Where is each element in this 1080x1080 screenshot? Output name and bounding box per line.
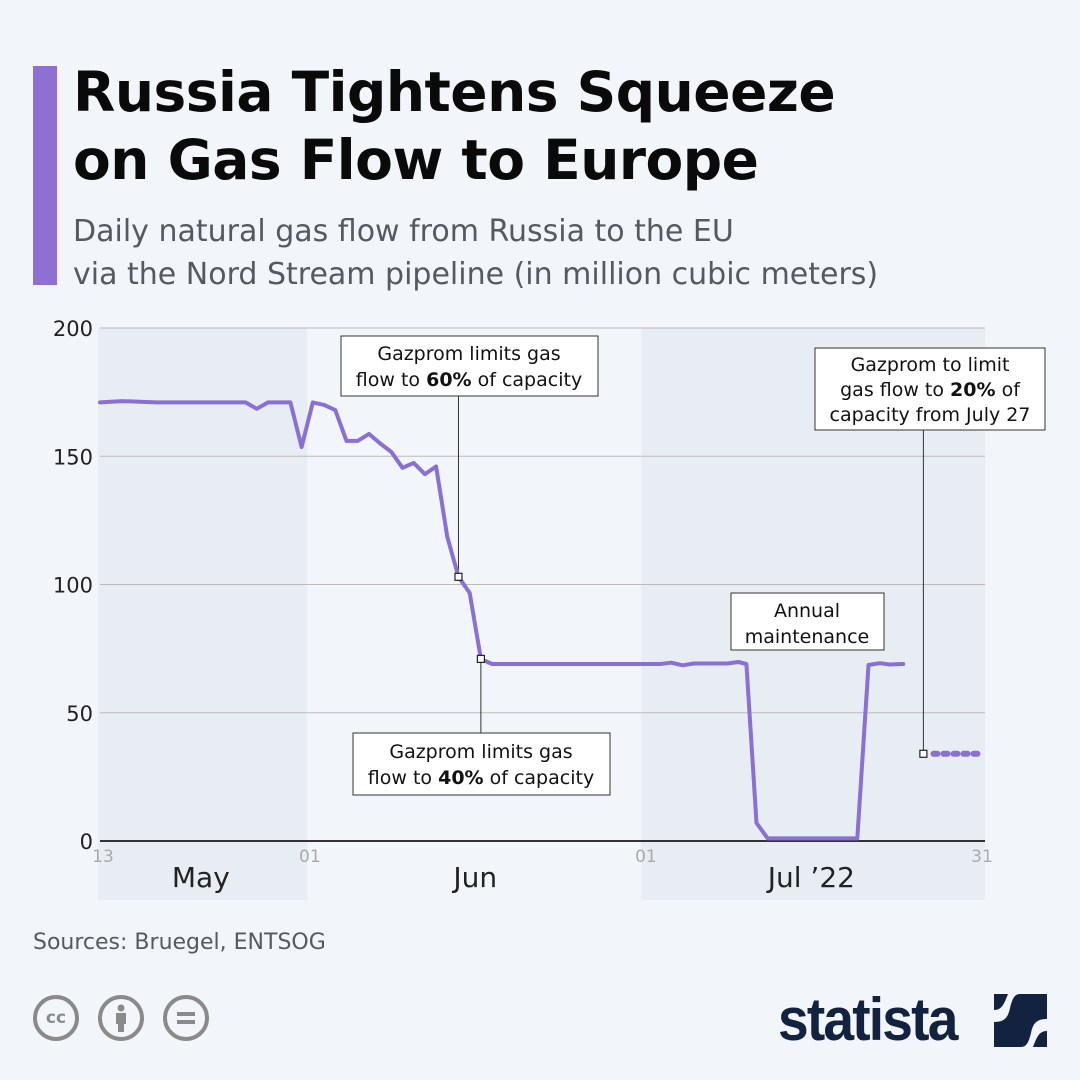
annotation-marker [454, 572, 463, 581]
annotation-marker [476, 654, 485, 663]
x-tick-label: 13 [92, 847, 114, 867]
cc-icon[interactable]: cc [33, 995, 79, 1041]
annotation-text: gas flow to 20% of [840, 379, 1021, 401]
annotation-text: flow to 40% of capacity [368, 767, 594, 789]
annotation-text: Gazprom limits gas [377, 343, 560, 365]
title-line-1: Russia Tightens Squeeze [73, 60, 836, 124]
annotation-forty: Gazprom limits gas flow to 40% of capaci… [352, 732, 611, 796]
month-label: May [172, 861, 230, 894]
statista-logo-mark [994, 994, 1047, 1047]
y-tick-label: 0 [80, 830, 93, 854]
annotation-text: Annual [774, 600, 840, 622]
annotation-text: Gazprom limits gas [389, 741, 572, 763]
annotation-text: maintenance [745, 626, 869, 648]
title-line-2: on Gas Flow to Europe [73, 128, 759, 192]
subtitle-line-2: via the Nord Stream pipeline (in million… [73, 257, 879, 292]
annotation-text: Gazprom to limit [851, 354, 1010, 376]
y-tick-label: 150 [53, 445, 93, 469]
sources: Sources: Bruegel, ENTSOG [33, 930, 326, 955]
x-tick-label: 01 [299, 847, 321, 867]
subtitle-line-1: Daily natural gas flow from Russia to th… [73, 214, 734, 249]
month-label: Jun [451, 861, 497, 894]
annotation-sixty: Gazprom limits gas flow to 60% of capaci… [340, 335, 599, 397]
y-tick-label: 50 [66, 702, 93, 726]
annotation-marker [919, 749, 928, 758]
annotation-text: capacity from July 27 [830, 404, 1031, 426]
x-tick-label: 01 [635, 847, 657, 867]
annotation-maintenance: Annual maintenance [730, 592, 885, 651]
y-tick-label: 200 [53, 317, 93, 341]
month-label: Jul ’22 [766, 861, 855, 894]
attribution-icon[interactable] [98, 995, 144, 1041]
x-tick-label: 31 [971, 847, 993, 867]
month-band [98, 328, 308, 900]
annotation-twenty: Gazprom to limit gas flow to 20% of capa… [814, 347, 1046, 431]
annotation-text: flow to 60% of capacity [356, 369, 582, 391]
y-tick-label: 100 [53, 574, 93, 598]
no-derivatives-icon[interactable] [163, 995, 209, 1041]
statista-logo[interactable]: statista [778, 986, 958, 1053]
page-title: Russia Tightens Squeeze on Gas Flow to Eu… [73, 58, 836, 194]
subtitle: Daily natural gas flow from Russia to th… [73, 210, 878, 296]
title-accent-bar [33, 66, 57, 285]
actual-flow-line [98, 399, 906, 841]
